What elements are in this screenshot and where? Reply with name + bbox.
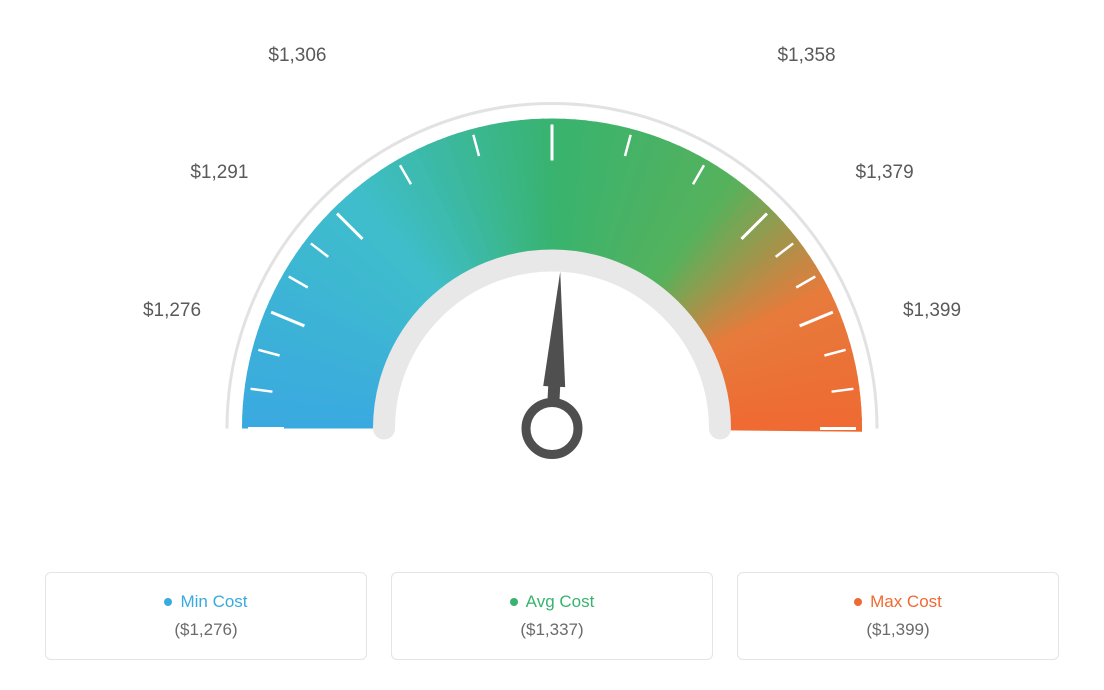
legend-card-max: Max Cost ($1,399) (737, 572, 1059, 660)
legend-label-min: Min Cost (180, 592, 247, 612)
legend-card-min: Min Cost ($1,276) (45, 572, 367, 660)
legend-dot-avg (510, 598, 518, 606)
legend-value-avg: ($1,337) (520, 620, 583, 640)
legend-label-max: Max Cost (870, 592, 942, 612)
gauge-tick-label: $1,276 (143, 300, 201, 322)
legend-label-avg: Avg Cost (526, 592, 595, 612)
legend-card-avg: Avg Cost ($1,337) (391, 572, 713, 660)
gauge-tick-label: $1,291 (190, 162, 248, 184)
legend-dot-min (164, 598, 172, 606)
gauge-svg (102, 28, 1002, 588)
legend-avg-label-row: Avg Cost (510, 592, 595, 612)
legend-value-min: ($1,276) (174, 620, 237, 640)
legend-value-max: ($1,399) (866, 620, 929, 640)
gauge-tick-label: $1,399 (903, 300, 961, 322)
gauge-tick-label: $1,358 (777, 45, 835, 67)
legend-min-label-row: Min Cost (164, 592, 247, 612)
gauge-tick-label: $1,306 (268, 45, 326, 67)
legend-row: Min Cost ($1,276) Avg Cost ($1,337) Max … (45, 572, 1059, 660)
cost-gauge-container: $1,276$1,291$1,306$1,337$1,358$1,379$1,3… (0, 0, 1104, 690)
gauge-tick-label: $1,379 (856, 162, 914, 184)
legend-dot-max (854, 598, 862, 606)
legend-max-label-row: Max Cost (854, 592, 942, 612)
gauge (102, 28, 1002, 593)
